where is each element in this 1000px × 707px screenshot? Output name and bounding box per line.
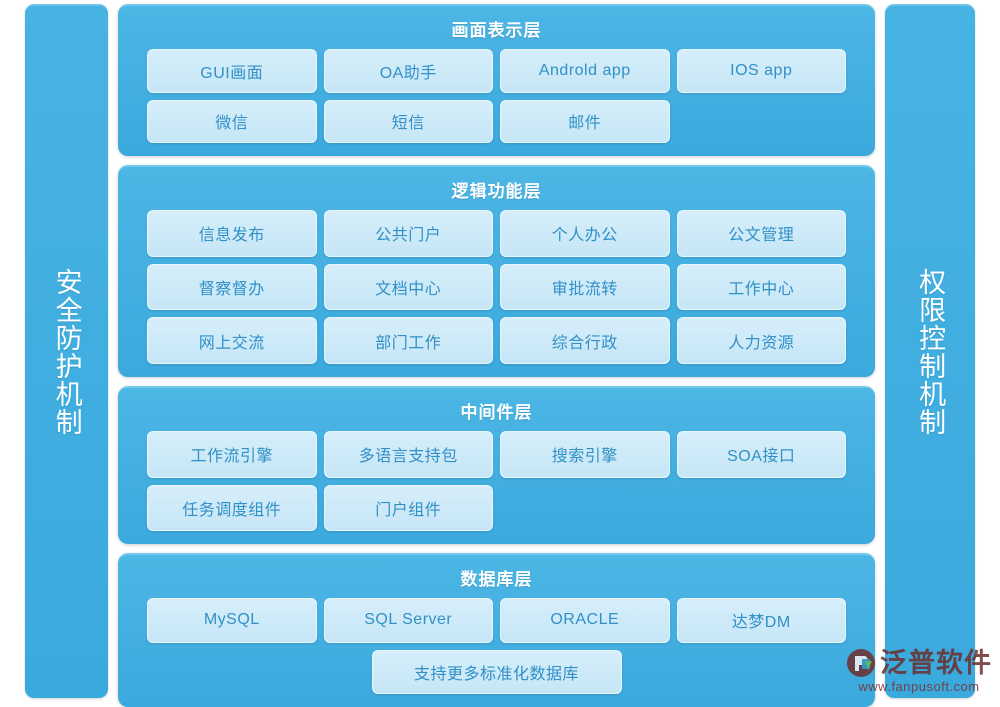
tile-online-exchange[interactable]: 网上交流 (147, 317, 317, 365)
layer-middleware-title: 中间件层 (460, 403, 533, 422)
tile-row: 督察督办 文档中心 审批流转 工作中心 (147, 263, 846, 311)
tile-info-publish[interactable]: 信息发布 (147, 210, 317, 257)
left-pillar-security: 安全防护机制 (25, 4, 108, 698)
layer-logic: 逻辑功能层 信息发布 公共门户 个人办公 公文管理 督察督办 文档中心 审批流转… (118, 165, 875, 377)
tile-android-app[interactable]: Androld app (500, 49, 670, 93)
tile-general-administration[interactable]: 综合行政 (500, 317, 670, 365)
layer-presentation-title: 画面表示层 (451, 21, 542, 40)
tile-public-portal[interactable]: 公共门户 (323, 210, 493, 257)
tile-gui[interactable]: GUI画面 (147, 49, 317, 93)
tile-multilanguage-pack[interactable]: 多语言支持包 (323, 431, 493, 478)
tile-human-resources[interactable]: 人力资源 (676, 317, 846, 365)
tile-row: 工作流引擎 多语言支持包 搜索引擎 SOA接口 (147, 431, 846, 478)
layer-middleware-rows: 工作流引擎 多语言支持包 搜索引擎 SOA接口 任务调度组件 门户组件 (147, 431, 846, 531)
right-pillar-permission: 权限控制机制 (885, 4, 975, 698)
tile-approval-flow[interactable]: 审批流转 (500, 263, 670, 311)
tile-oracle[interactable]: ORACLE (500, 598, 670, 643)
tile-sql-server[interactable]: SQL Server (323, 598, 493, 643)
layer-database-rows: MySQL SQL Server ORACLE 达梦DM 支持更多标准化数据库 (147, 598, 846, 694)
tile-row: 网上交流 部门工作 综合行政 人力资源 (147, 317, 846, 365)
layer-logic-rows: 信息发布 公共门户 个人办公 公文管理 督察督办 文档中心 审批流转 工作中心 … (147, 210, 846, 365)
tile-search-engine[interactable]: 搜索引擎 (500, 431, 670, 478)
tile-oa-assistant[interactable]: OA助手 (323, 49, 493, 93)
layer-logic-title: 逻辑功能层 (451, 182, 542, 201)
tile-dameng-dm[interactable]: 达梦DM (676, 598, 846, 643)
tile-soa-interface[interactable]: SOA接口 (676, 431, 846, 478)
tile-row: MySQL SQL Server ORACLE 达梦DM (147, 598, 846, 643)
layer-database-title: 数据库层 (460, 570, 533, 589)
left-pillar-label: 安全防护机制 (51, 268, 82, 436)
layer-middleware: 中间件层 工作流引擎 多语言支持包 搜索引擎 SOA接口 任务调度组件 门户组件 (118, 386, 875, 544)
tile-email[interactable]: 邮件 (500, 99, 670, 143)
tile-document-management[interactable]: 公文管理 (676, 210, 846, 257)
tile-task-scheduler[interactable]: 任务调度组件 (147, 484, 317, 531)
tile-row: 支持更多标准化数据库 (147, 649, 846, 694)
tile-more-standard-databases[interactable]: 支持更多标准化数据库 (371, 649, 622, 694)
layer-database: 数据库层 MySQL SQL Server ORACLE 达梦DM 支持更多标准… (118, 553, 875, 707)
layer-stack: 画面表示层 GUI画面 OA助手 Androld app IOS app 微信 … (118, 4, 875, 707)
tile-personal-office[interactable]: 个人办公 (500, 210, 670, 257)
tile-workflow-engine[interactable]: 工作流引擎 (147, 431, 317, 478)
tile-row: GUI画面 OA助手 Androld app IOS app (147, 49, 846, 93)
tile-department-work[interactable]: 部门工作 (323, 317, 493, 365)
right-pillar-label: 权限控制机制 (915, 268, 946, 436)
tile-document-center[interactable]: 文档中心 (323, 263, 493, 311)
tile-portal-component[interactable]: 门户组件 (323, 484, 493, 531)
tile-work-center[interactable]: 工作中心 (676, 263, 846, 311)
tile-mysql[interactable]: MySQL (147, 598, 317, 643)
tile-ios-app[interactable]: IOS app (676, 49, 846, 93)
tile-row: 任务调度组件 门户组件 (147, 484, 846, 531)
tile-sms[interactable]: 短信 (323, 99, 493, 143)
layer-presentation: 画面表示层 GUI画面 OA助手 Androld app IOS app 微信 … (118, 4, 875, 156)
tile-row: 信息发布 公共门户 个人办公 公文管理 (147, 210, 846, 257)
tile-wechat[interactable]: 微信 (147, 99, 317, 143)
tile-row: 微信 短信 邮件 (147, 99, 846, 143)
layer-presentation-rows: GUI画面 OA助手 Androld app IOS app 微信 短信 邮件 (147, 49, 846, 143)
tile-supervision[interactable]: 督察督办 (147, 263, 317, 311)
